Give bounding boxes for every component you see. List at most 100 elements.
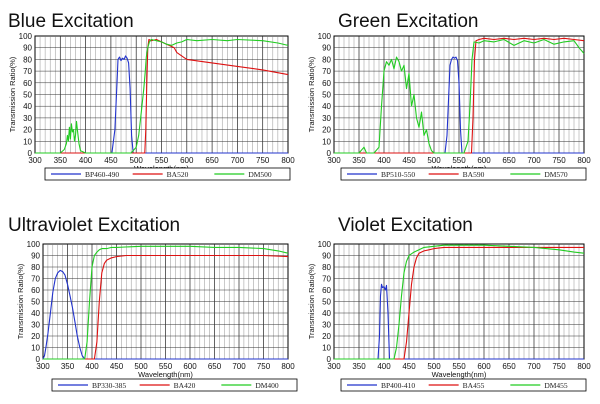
- series-line-dm570: [334, 38, 585, 154]
- y-tick-label: 0: [28, 149, 33, 158]
- legend-label: DM570: [544, 170, 568, 179]
- y-axis-label: Transmission Ratio(%): [307, 56, 316, 132]
- series-line-ba455: [334, 246, 584, 360]
- y-tick-label: 30: [322, 321, 331, 330]
- chart-panel-2: Ultraviolet Excitation 0 10 20 30 40 50 60 70 80 9…: [8, 215, 298, 392]
- y-axis-label: Transmission Ratio(%): [16, 263, 25, 339]
- x-tick-label: 750: [552, 362, 566, 371]
- chart-panel-0: Blue Excitation 0 10 20 30 40 50 60 70 80 90 100 300…: [8, 11, 295, 181]
- y-tick-label: 10: [322, 344, 331, 353]
- y-tick-label: 80: [31, 263, 40, 272]
- y-tick-label: 100: [318, 240, 332, 249]
- y-tick-label: 30: [322, 114, 331, 123]
- x-tick-label: 550: [155, 156, 169, 165]
- x-tick-label: 350: [61, 362, 75, 371]
- y-tick-label: 80: [23, 55, 32, 64]
- y-tick-label: 100: [27, 240, 41, 249]
- y-tick-label: 100: [318, 32, 332, 41]
- y-tick-label: 90: [31, 252, 40, 261]
- x-tick-label: 700: [231, 156, 245, 165]
- y-tick-label: 70: [322, 67, 331, 76]
- x-tick-label: 400: [377, 156, 391, 165]
- x-tick-label: 300: [327, 362, 341, 371]
- legend-box: [44, 167, 291, 181]
- y-tick-label: 60: [23, 79, 32, 88]
- y-tick-label: 50: [31, 298, 40, 307]
- legend-label: BA520: [167, 170, 189, 179]
- chart-panel-1: Green Excitation 0 10 20 30 40 50 60 70 80 90 100 30…: [307, 11, 591, 181]
- y-axis-label: Transmission Ratio(%): [307, 263, 316, 339]
- y-tick-label: 10: [322, 137, 331, 146]
- x-tick-label: 400: [79, 156, 93, 165]
- legend-label: BP400-410: [381, 381, 415, 390]
- x-tick-label: 450: [104, 156, 118, 165]
- y-tick-label: 50: [23, 91, 32, 100]
- chart-panel-3: Violet Excitation 0 10 20 30 40 50 60 70 80 90 100 3…: [307, 215, 591, 392]
- series-line-dm400: [43, 245, 289, 360]
- y-tick-label: 60: [322, 286, 331, 295]
- x-tick-label: 800: [577, 362, 591, 371]
- x-tick-label: 700: [527, 362, 541, 371]
- y-tick-label: 70: [322, 275, 331, 284]
- x-tick-label: 350: [352, 362, 366, 371]
- x-tick-label: 500: [427, 156, 441, 165]
- chart-title: Ultraviolet Excitation: [8, 215, 180, 236]
- y-tick-label: 0: [327, 355, 332, 364]
- x-tick-label: 300: [36, 362, 50, 371]
- series-line-dm455: [334, 244, 585, 360]
- series-line-bp330-385: [42, 269, 288, 360]
- y-tick-label: 60: [31, 286, 40, 295]
- y-tick-label: 100: [19, 32, 33, 41]
- y-tick-label: 10: [31, 344, 40, 353]
- x-tick-label: 800: [281, 156, 295, 165]
- y-tick-label: 60: [322, 79, 331, 88]
- x-tick-label: 500: [134, 362, 148, 371]
- y-tick-label: 70: [23, 67, 32, 76]
- x-tick-label: 650: [208, 362, 222, 371]
- legend-box: [340, 167, 587, 181]
- x-tick-label: 550: [452, 362, 466, 371]
- y-tick-label: 20: [322, 332, 331, 341]
- legend-label: BP330-385: [92, 381, 126, 390]
- x-tick-label: 550: [159, 362, 173, 371]
- series-line-bp510-550: [334, 56, 584, 154]
- y-tick-label: 90: [23, 44, 32, 53]
- x-tick-label: 750: [257, 362, 271, 371]
- y-axis-label: Transmission Ratio(%): [8, 56, 17, 132]
- x-tick-label: 600: [183, 362, 197, 371]
- legend-label: BP460-490: [85, 170, 119, 179]
- x-tick-label: 350: [352, 156, 366, 165]
- x-tick-label: 400: [85, 362, 99, 371]
- y-tick-label: 30: [31, 321, 40, 330]
- chart-title: Green Excitation: [338, 11, 478, 32]
- y-tick-label: 30: [23, 114, 32, 123]
- y-tick-label: 40: [31, 309, 40, 318]
- series-line-ba420: [43, 254, 289, 360]
- legend-label: DM400: [255, 381, 279, 390]
- y-tick-label: 10: [23, 137, 32, 146]
- legend-label: DM455: [544, 381, 568, 390]
- legend-label: DM500: [248, 170, 272, 179]
- x-tick-label: 450: [402, 156, 416, 165]
- x-tick-label: 650: [502, 156, 516, 165]
- x-tick-label: 350: [54, 156, 68, 165]
- x-axis-label: Wavelength(nm): [432, 370, 487, 379]
- legend-label: BA455: [463, 381, 485, 390]
- y-tick-label: 20: [322, 126, 331, 135]
- y-tick-label: 40: [322, 102, 331, 111]
- x-tick-label: 600: [477, 156, 491, 165]
- x-tick-label: 750: [256, 156, 270, 165]
- legend-box: [51, 378, 298, 392]
- chart-title: Violet Excitation: [338, 215, 473, 236]
- x-tick-label: 600: [477, 362, 491, 371]
- chart-title: Blue Excitation: [8, 11, 134, 32]
- x-tick-label: 650: [502, 362, 516, 371]
- x-tick-label: 450: [402, 362, 416, 371]
- legend-label: BA420: [174, 381, 196, 390]
- y-tick-label: 20: [23, 126, 32, 135]
- series-line-ba590: [334, 37, 585, 154]
- y-tick-label: 20: [31, 332, 40, 341]
- legend-box: [340, 378, 587, 392]
- legend-label: BA590: [463, 170, 485, 179]
